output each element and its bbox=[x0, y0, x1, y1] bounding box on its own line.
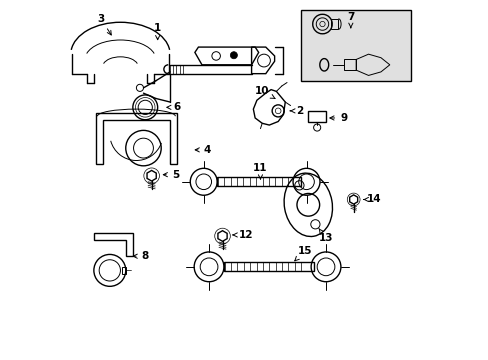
Text: 5: 5 bbox=[163, 170, 179, 180]
Text: 2: 2 bbox=[289, 106, 303, 116]
Text: 15: 15 bbox=[294, 246, 311, 261]
Text: 8: 8 bbox=[133, 251, 148, 261]
Bar bbox=[331, 19, 338, 30]
Text: 9: 9 bbox=[329, 113, 346, 123]
Text: 12: 12 bbox=[233, 230, 253, 240]
Bar bbox=[224, 262, 314, 271]
Text: 14: 14 bbox=[363, 194, 381, 204]
Text: 6: 6 bbox=[166, 102, 181, 112]
Circle shape bbox=[230, 52, 237, 59]
Bar bbox=[307, 111, 325, 122]
Text: 4: 4 bbox=[195, 145, 210, 155]
Bar bbox=[122, 267, 126, 274]
Bar bbox=[343, 59, 355, 70]
Bar bbox=[301, 10, 410, 81]
Text: 10: 10 bbox=[254, 86, 274, 99]
Text: 13: 13 bbox=[318, 229, 333, 243]
Text: 3: 3 bbox=[97, 14, 111, 35]
Text: 1: 1 bbox=[154, 23, 161, 40]
Text: 11: 11 bbox=[253, 163, 267, 179]
Text: 7: 7 bbox=[346, 12, 354, 28]
Bar bbox=[217, 177, 300, 186]
